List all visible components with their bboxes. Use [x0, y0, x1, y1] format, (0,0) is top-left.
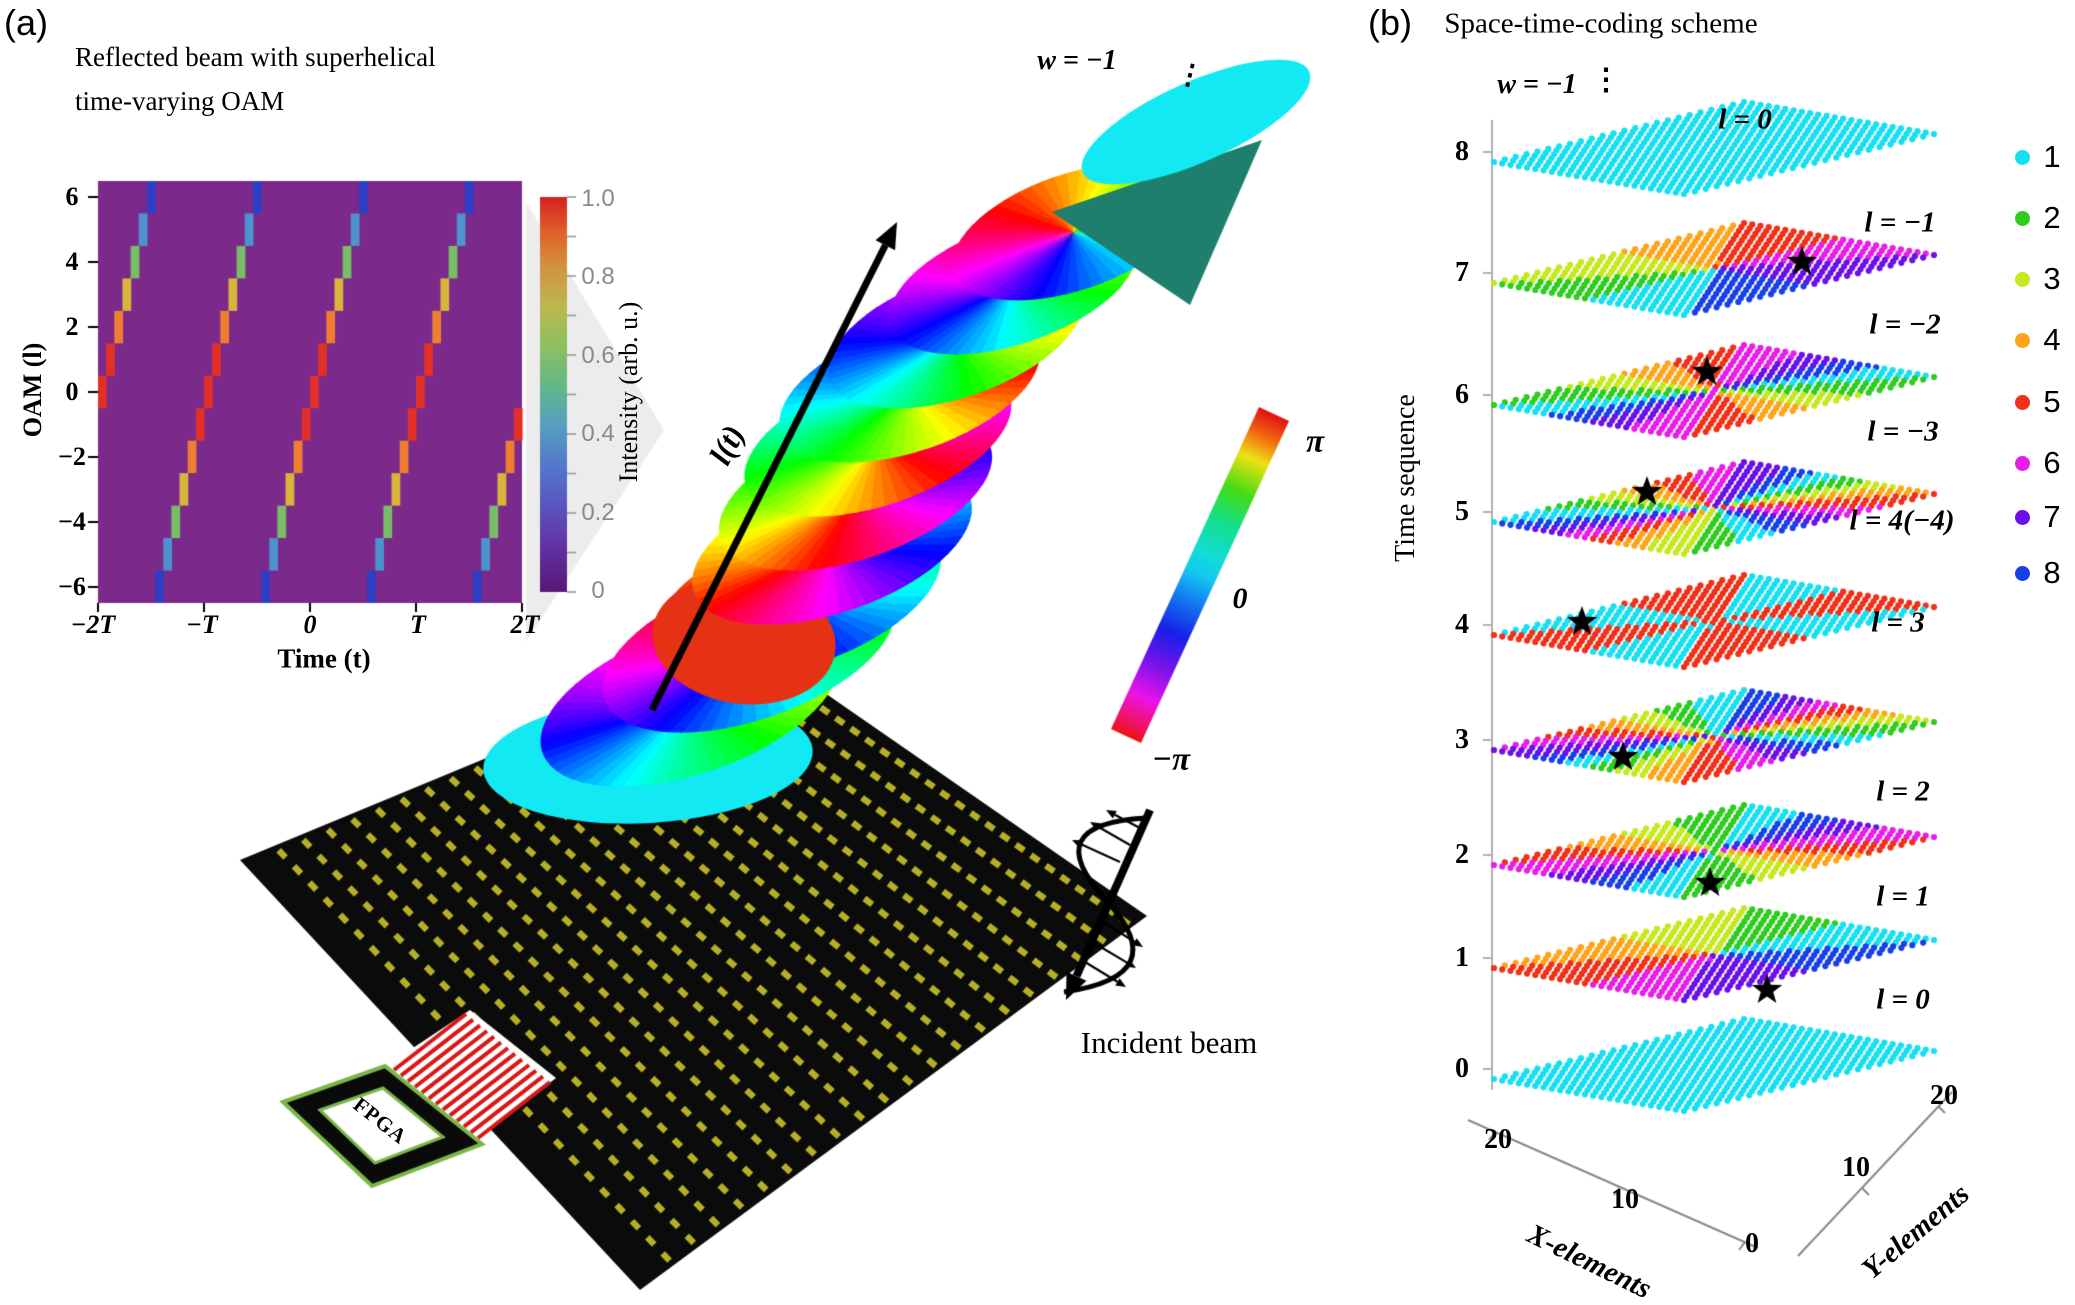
legend-color-dot — [2015, 272, 2030, 287]
intensity-colorbar-tick: 1.0 — [581, 185, 615, 212]
oam-ytick: −2 — [58, 442, 86, 471]
incident-beam-label: Incident beam — [1080, 1025, 1258, 1060]
time-sequence-tick: 1 — [1455, 942, 1469, 973]
oam-ytick: 4 — [65, 247, 79, 276]
oam-layer-label: l = −2 — [1869, 308, 1941, 341]
oam-layer-label: l = 4(−4) — [1849, 504, 1955, 537]
oam-layer-label: l = 2 — [1876, 775, 1930, 808]
legend-entry-label: 3 — [2043, 261, 2061, 296]
oam-layer-label: l = −1 — [1864, 206, 1936, 239]
legend-entry-label: 1 — [2043, 139, 2061, 174]
w-label-panel-a: w = −1 — [1037, 45, 1117, 76]
time-sequence-tick: 0 — [1455, 1053, 1469, 1084]
legend-color-dot — [2015, 566, 2030, 581]
time-sequence-tick: 4 — [1455, 609, 1469, 640]
legend-entry-label: 8 — [2043, 555, 2061, 590]
oam-layer-label: l = 3 — [1871, 606, 1925, 639]
panel-b-tag: (b) — [1368, 2, 1412, 43]
x-elements-tick: 10 — [1611, 1184, 1639, 1215]
time-sequence-tick: 7 — [1455, 257, 1469, 288]
oam-ytick: 0 — [65, 377, 79, 406]
time-sequence-tick: 8 — [1455, 136, 1469, 167]
time-sequence-tick: 6 — [1455, 379, 1469, 410]
intensity-colorbar-tick: 0.6 — [581, 342, 615, 369]
phase-tick-pi: π — [1305, 423, 1325, 460]
time-xtick: −T — [186, 610, 218, 639]
intensity-colorbar-tick: 0.2 — [581, 499, 615, 526]
oam-layer-label: l = 1 — [1876, 880, 1930, 913]
intensity-colorbar-tick: 0.8 — [581, 263, 615, 290]
intensity-colorbar-tick: 0.4 — [581, 420, 615, 447]
intensity-colorbar-label: Intensity (arb. u.) — [614, 301, 643, 483]
legend-entry-label: 6 — [2043, 445, 2061, 480]
oam-ytick: 2 — [65, 312, 79, 341]
legend-entry-label: 2 — [2043, 200, 2061, 235]
intensity-colorbar-tick: 0 — [591, 577, 605, 604]
time-sequence-axis-label: Time sequence — [1390, 394, 1421, 562]
phase-tick-zero: 0 — [1232, 582, 1248, 615]
oam-layer-label: l = 0 — [1876, 983, 1930, 1016]
phase-tick-negpi: −π — [1151, 741, 1191, 778]
time-xtick: T — [410, 610, 426, 639]
legend-color-dot — [2015, 333, 2030, 348]
legend-entry-label: 7 — [2043, 499, 2061, 534]
vertical-ellipsis-panel-b: ⋮ — [1591, 63, 1621, 97]
time-axis-label: Time (t) — [277, 643, 371, 674]
legend-color-dot — [2015, 395, 2030, 410]
time-sequence-tick: 5 — [1455, 496, 1469, 527]
y-elements-tick: 10 — [1842, 1152, 1870, 1183]
time-xtick: 2T — [510, 610, 540, 639]
time-xtick: −2T — [70, 610, 116, 639]
oam-layer-label: l = −3 — [1867, 415, 1939, 448]
oam-ytick: −6 — [58, 572, 86, 601]
legend-entry-label: 4 — [2043, 322, 2061, 357]
y-elements-tick: 20 — [1930, 1080, 1958, 1111]
legend-entry-label: 5 — [2043, 384, 2061, 419]
oam-ytick: −4 — [58, 507, 86, 536]
x-elements-tick: 20 — [1484, 1124, 1512, 1155]
time-xtick: 0 — [303, 610, 317, 639]
legend-color-dot — [2015, 510, 2030, 525]
w-label-panel-b: w = −1 — [1497, 69, 1577, 100]
panel-a-title-line1: Reflected beam with superhelical — [75, 42, 436, 72]
time-sequence-tick: 2 — [1455, 839, 1469, 870]
panel-a-tag: (a) — [4, 2, 48, 43]
panel-b-title: Space-time-coding scheme — [1444, 7, 1758, 40]
oam-ytick: 6 — [65, 182, 79, 211]
oam-layer-label: l = 0 — [1718, 103, 1772, 136]
legend-color-dot — [2015, 456, 2030, 471]
oam-axis-label: OAM (l) — [18, 342, 47, 438]
legend-color-dot — [2015, 211, 2030, 226]
x-elements-tick: 0 — [1745, 1228, 1759, 1259]
legend-color-dot — [2015, 150, 2030, 165]
panel-a-title-line2: time-varying OAM — [75, 86, 285, 116]
time-sequence-tick: 3 — [1455, 724, 1469, 755]
